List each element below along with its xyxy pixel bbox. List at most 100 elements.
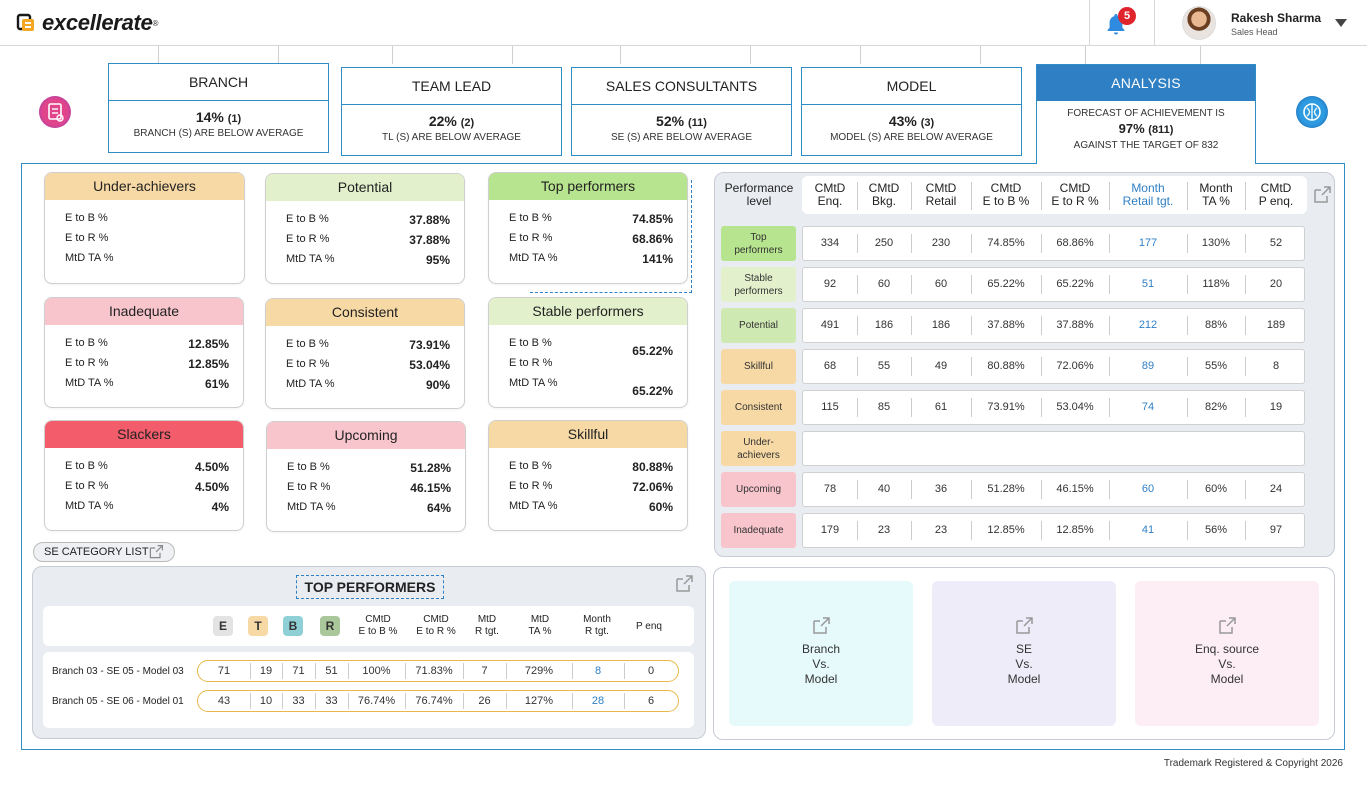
top-performers-title: TOP PERFORMERS	[296, 575, 444, 599]
analysis-count: (811)	[1148, 124, 1174, 136]
table-cell: 8	[1272, 360, 1280, 372]
table-cell: 26	[478, 695, 491, 707]
category-metric-label: E to B %	[65, 212, 108, 224]
report-icon[interactable]	[39, 96, 71, 128]
category-card-title: Inadequate	[45, 298, 243, 325]
summary-card-count: (2)	[460, 117, 475, 129]
column-chip: E	[213, 616, 233, 636]
table-cell[interactable]: 212	[1138, 319, 1158, 331]
category-card[interactable]: Skillful E to B % 80.88% E to R % 72.06% MtD …	[488, 420, 688, 531]
column-header[interactable]: Month Retail tgt.	[1122, 181, 1174, 208]
table-row[interactable]: 78 40 36 51.28% 46.15% 60 60% 24	[802, 472, 1305, 507]
comparison-card[interactable]: SE Vs. Model	[932, 581, 1116, 726]
category-card[interactable]: Inadequate E to B % 12.85% E to R % 12.85% Mt…	[44, 297, 244, 408]
cell-divider	[1041, 480, 1042, 499]
summary-card-sales-consultants[interactable]: SALES CONSULTANTS 52% (11) SE (S) ARE BE…	[571, 67, 792, 156]
chevron-down-icon[interactable]	[1335, 19, 1347, 27]
comparison-label: Model	[804, 672, 838, 686]
connector-line	[620, 46, 621, 64]
connector-line	[980, 46, 981, 64]
cell-divider	[1245, 275, 1246, 294]
performance-level-label[interactable]: Upcoming	[721, 472, 796, 507]
category-metric-value: 61%	[204, 377, 229, 391]
category-metric-value: 4.50%	[194, 460, 229, 474]
connector-line	[158, 46, 159, 64]
cell-divider	[1041, 275, 1042, 294]
avatar[interactable]	[1182, 6, 1216, 40]
table-cell[interactable]: 8	[594, 665, 602, 677]
notification-badge[interactable]: 5	[1118, 7, 1136, 25]
table-cell: 33	[292, 695, 305, 707]
table-cell: 12.85%	[1056, 524, 1094, 536]
summary-card-team-lead[interactable]: TEAM LEAD 22% (2) TL (S) ARE BELOW AVERA…	[341, 67, 562, 156]
table-row[interactable]: 179 23 23 12.85% 12.85% 41 56% 97	[802, 513, 1305, 548]
table-row[interactable]	[802, 431, 1305, 466]
table-cell[interactable]: 177	[1138, 237, 1158, 249]
category-metric-value: 37.88%	[409, 233, 450, 247]
table-cell: 19	[1269, 401, 1283, 413]
category-card[interactable]: Top performers E to B % 74.85% E to R % 68.8…	[488, 172, 688, 284]
table-row[interactable]: 68 55 49 80.88% 72.06% 89 55% 8	[802, 349, 1305, 384]
table-row[interactable]: 491 186 186 37.88% 37.88% 212 88% 189	[802, 308, 1305, 343]
table-cell[interactable]: 28	[591, 695, 605, 707]
logo[interactable]: excellerate ®	[16, 10, 158, 36]
table-row[interactable]: 334 250 230 74.85% 68.86% 177 130% 52	[802, 226, 1305, 261]
category-card[interactable]: Potential E to B % 37.88% E to R % 37.88% MtD…	[265, 173, 465, 284]
performance-level-label[interactable]: Stable performers	[721, 267, 796, 302]
performance-level-label[interactable]: Potential	[721, 308, 796, 343]
category-card[interactable]: Consistent E to B % 73.91% E to R % 53.04% Mt…	[265, 298, 465, 409]
main-panel	[21, 163, 1345, 750]
table-cell: 65.22%	[1056, 278, 1094, 290]
category-metric-label: MtD TA %	[65, 500, 114, 512]
category-card[interactable]: Slackers E to B % 4.50% E to R % 4.50% MtD TA…	[44, 420, 244, 531]
external-link-icon[interactable]	[1312, 185, 1332, 205]
table-cell: 334	[820, 237, 840, 249]
table-cell: 12.85%	[987, 524, 1025, 536]
category-metric-value: 12.85%	[188, 337, 229, 351]
cell-divider	[911, 521, 912, 540]
comparison-label: Vs.	[1015, 657, 1033, 671]
category-card[interactable]: Stable performers E to B % 65.22% E to R % 6…	[488, 297, 688, 438]
comparison-card[interactable]: Enq. source Vs. Model	[1135, 581, 1319, 726]
summary-card-branch[interactable]: BRANCH 14% (1) BRANCH (S) ARE BELOW AVER…	[108, 63, 329, 153]
cell-divider	[1245, 480, 1246, 499]
performance-level-label[interactable]: Under- achievers	[721, 431, 796, 466]
table-row[interactable]: 43 10 33 33 76.74% 76.74% 26 127% 28 6	[197, 690, 679, 712]
table-row[interactable]: 71 19 71 51 100% 71.83% 7 729% 8 0	[197, 660, 679, 682]
summary-card-title: SALES CONSULTANTS	[572, 68, 791, 105]
category-card-title: Consistent	[266, 299, 464, 326]
external-link-icon[interactable]	[674, 574, 694, 594]
table-cell[interactable]: 51	[1141, 278, 1155, 290]
comparison-card[interactable]: Branch Vs. Model	[729, 581, 913, 726]
performance-level-label[interactable]: Inadequate	[721, 513, 796, 548]
tab-analysis[interactable]: ANALYSIS FORECAST OF ACHIEVEMENT IS 97% …	[1036, 64, 1256, 164]
table-cell[interactable]: 74	[1141, 401, 1155, 413]
performance-level-label[interactable]: Top performers	[721, 226, 796, 261]
category-card[interactable]: Under-achievers E to B % E to R % MtD TA %	[44, 172, 245, 284]
table-cell: 60	[877, 278, 891, 290]
table-row[interactable]: 115 85 61 73.91% 53.04% 74 82% 19	[802, 390, 1305, 425]
table-cell[interactable]: 60	[1141, 483, 1155, 495]
table-cell: 130%	[1201, 237, 1231, 249]
brain-icon[interactable]	[1296, 96, 1328, 128]
summary-card-model[interactable]: MODEL 43% (3) MODEL (S) ARE BELOW AVERAG…	[801, 67, 1022, 156]
table-cell: 37.88%	[987, 319, 1025, 331]
performance-level-label[interactable]: Skillful	[721, 349, 796, 384]
table-cell: 115	[821, 401, 839, 413]
table-cell: 37.88%	[1056, 319, 1094, 331]
column-header: CMtD Enq.	[814, 181, 846, 208]
se-category-list-button[interactable]: SE CATEGORY LIST	[33, 542, 175, 562]
category-metric-label: E to B %	[509, 460, 552, 472]
cell-divider	[1245, 521, 1246, 540]
table-cell[interactable]: 41	[1141, 524, 1155, 536]
summary-card-pct: 14%	[195, 109, 224, 125]
table-row[interactable]: 92 60 60 65.22% 65.22% 51 118% 20	[802, 267, 1305, 302]
performance-level-label[interactable]: Consistent	[721, 390, 796, 425]
cell-divider	[971, 275, 972, 294]
connector-line	[860, 46, 861, 64]
category-card[interactable]: Upcoming E to B % 51.28% E to R % 46.15% MtD …	[266, 421, 466, 532]
table-cell[interactable]: 89	[1141, 360, 1155, 372]
column-chip: B	[283, 616, 303, 636]
header-divider	[971, 182, 972, 210]
user-name: Rakesh Sharma	[1231, 11, 1322, 25]
